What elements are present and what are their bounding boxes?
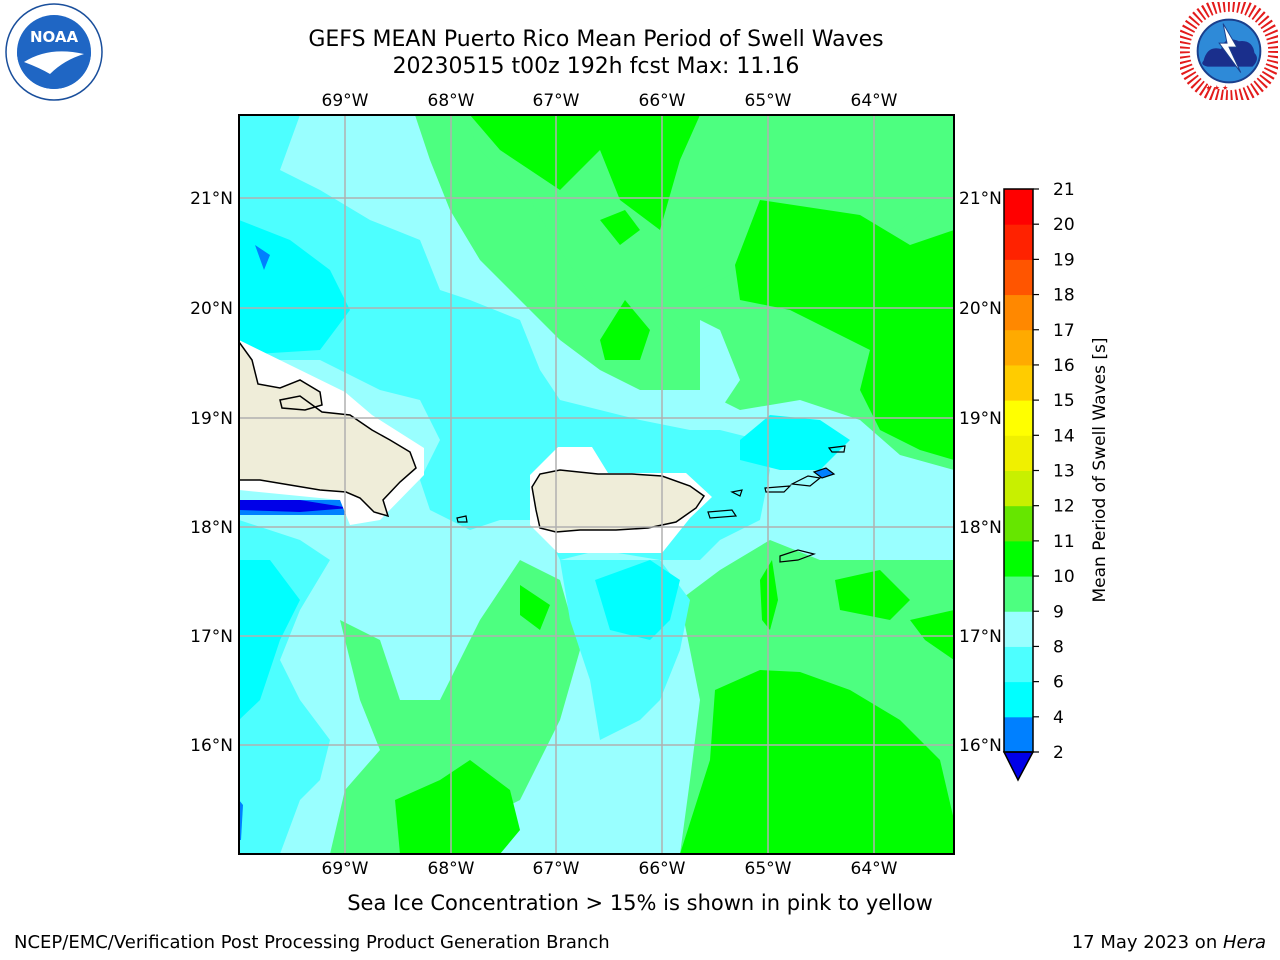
lat-label-left: 16°N xyxy=(190,736,233,756)
colorbar-tick-label: 12 xyxy=(1053,497,1075,517)
lat-label-right: 17°N xyxy=(959,627,1002,647)
host-name: Hera xyxy=(1222,932,1266,953)
lon-label-top: 65°W xyxy=(745,91,792,111)
run-date-text: 17 May 2023 on xyxy=(1071,932,1223,953)
lat-label-right: 18°N xyxy=(959,518,1002,538)
lon-label-top: 68°W xyxy=(428,91,475,111)
lat-label-right: 16°N xyxy=(959,736,1002,756)
colorbar-tick-label: 14 xyxy=(1053,426,1075,446)
lat-label-left: 17°N xyxy=(190,627,233,647)
lat-label-left: 19°N xyxy=(190,409,233,429)
colorbar-tick-label: 17 xyxy=(1053,321,1075,341)
colorbar-segment xyxy=(1004,329,1033,366)
lon-label-bottom: 68°W xyxy=(428,859,475,879)
colorbar-tick-label: 20 xyxy=(1053,215,1075,235)
colorbar-tick-label: 4 xyxy=(1053,708,1064,728)
colorbar-segment xyxy=(1004,576,1033,612)
map-subtitle: 20230515 t00z 192h fcst Max: 11.16 xyxy=(392,54,800,79)
colorbar-extend-arrow xyxy=(1004,752,1033,780)
colorbar-label: Mean Period of Swell Waves [s] xyxy=(1090,338,1110,603)
colorbar-segment xyxy=(1004,364,1033,401)
colorbar-tick-label: 16 xyxy=(1053,356,1075,376)
puerto-rico-land xyxy=(531,469,706,533)
colorbar-segment xyxy=(1004,435,1033,471)
colorbar-segment xyxy=(1004,505,1033,542)
colorbar-segment xyxy=(1004,259,1033,296)
colorbar-tick-label: 21 xyxy=(1053,180,1075,200)
colorbar-segment xyxy=(1004,400,1033,436)
svg-text:★ ★ ★: ★ ★ ★ xyxy=(1205,84,1228,92)
colorbar-tick-label: 19 xyxy=(1053,250,1075,270)
colorbar-segment xyxy=(1004,540,1033,577)
colorbar-tick-label: 13 xyxy=(1053,462,1075,482)
lon-label-top: 69°W xyxy=(322,91,369,111)
lon-label-bottom: 66°W xyxy=(639,859,686,879)
lat-label-left: 21°N xyxy=(190,189,233,209)
lat-label-right: 20°N xyxy=(959,299,1002,319)
swell-period-field xyxy=(239,115,954,854)
run-date: 17 May 2023 on Hera xyxy=(1072,932,1266,953)
colorbar-segment xyxy=(1004,189,1033,225)
noaa-logo-text: NOAA xyxy=(30,28,79,46)
colorbar-tick-label: 11 xyxy=(1053,532,1075,552)
colorbar-segment xyxy=(1004,224,1033,260)
colorbar-segment xyxy=(1004,716,1033,753)
lon-label-top: 67°W xyxy=(533,91,580,111)
colorbar-segment xyxy=(1004,646,1033,683)
nws-logo: ★ ★ ★ xyxy=(1180,2,1278,100)
colorbar-segment xyxy=(1004,294,1033,331)
colorbar-tick-label: 9 xyxy=(1053,602,1064,622)
colorbar-tick-label: 18 xyxy=(1053,286,1075,306)
map-frame xyxy=(238,114,955,855)
colorbar-segment xyxy=(1004,470,1033,507)
colorbar-segment xyxy=(1004,681,1033,718)
lon-label-bottom: 64°W xyxy=(851,859,898,879)
colorbar-segment xyxy=(1004,611,1033,647)
lat-label-left: 18°N xyxy=(190,518,233,538)
lon-label-bottom: 67°W xyxy=(533,859,580,879)
lat-label-right: 21°N xyxy=(959,189,1002,209)
noaa-logo: NOAA xyxy=(5,3,103,101)
producer-credit: NCEP/EMC/Verification Post Processing Pr… xyxy=(14,932,610,953)
graticule xyxy=(239,115,954,854)
map-title: GEFS MEAN Puerto Rico Mean Period of Swe… xyxy=(308,27,884,52)
colorbar-tick-label: 15 xyxy=(1053,391,1075,411)
lon-label-bottom: 65°W xyxy=(745,859,792,879)
lat-label-right: 19°N xyxy=(959,409,1002,429)
lon-label-top: 66°W xyxy=(639,91,686,111)
colorbar: 2 4 6 8 9 10 11 12 13 14 15 16 17 18 19 20 21 Mean Perio… xyxy=(1002,180,1110,782)
hispaniola-land xyxy=(239,340,417,518)
lat-label-left: 20°N xyxy=(190,299,233,319)
colorbar-tick-label: 2 xyxy=(1053,743,1064,763)
sea-ice-caption: Sea Ice Concentration > 15% is shown in … xyxy=(347,891,933,915)
colorbar-tick-label: 8 xyxy=(1053,637,1064,657)
colorbar-tick-label: 10 xyxy=(1053,567,1075,587)
colorbar-tick-label: 6 xyxy=(1053,673,1064,693)
lon-label-bottom: 69°W xyxy=(322,859,369,879)
lon-label-top: 64°W xyxy=(851,91,898,111)
